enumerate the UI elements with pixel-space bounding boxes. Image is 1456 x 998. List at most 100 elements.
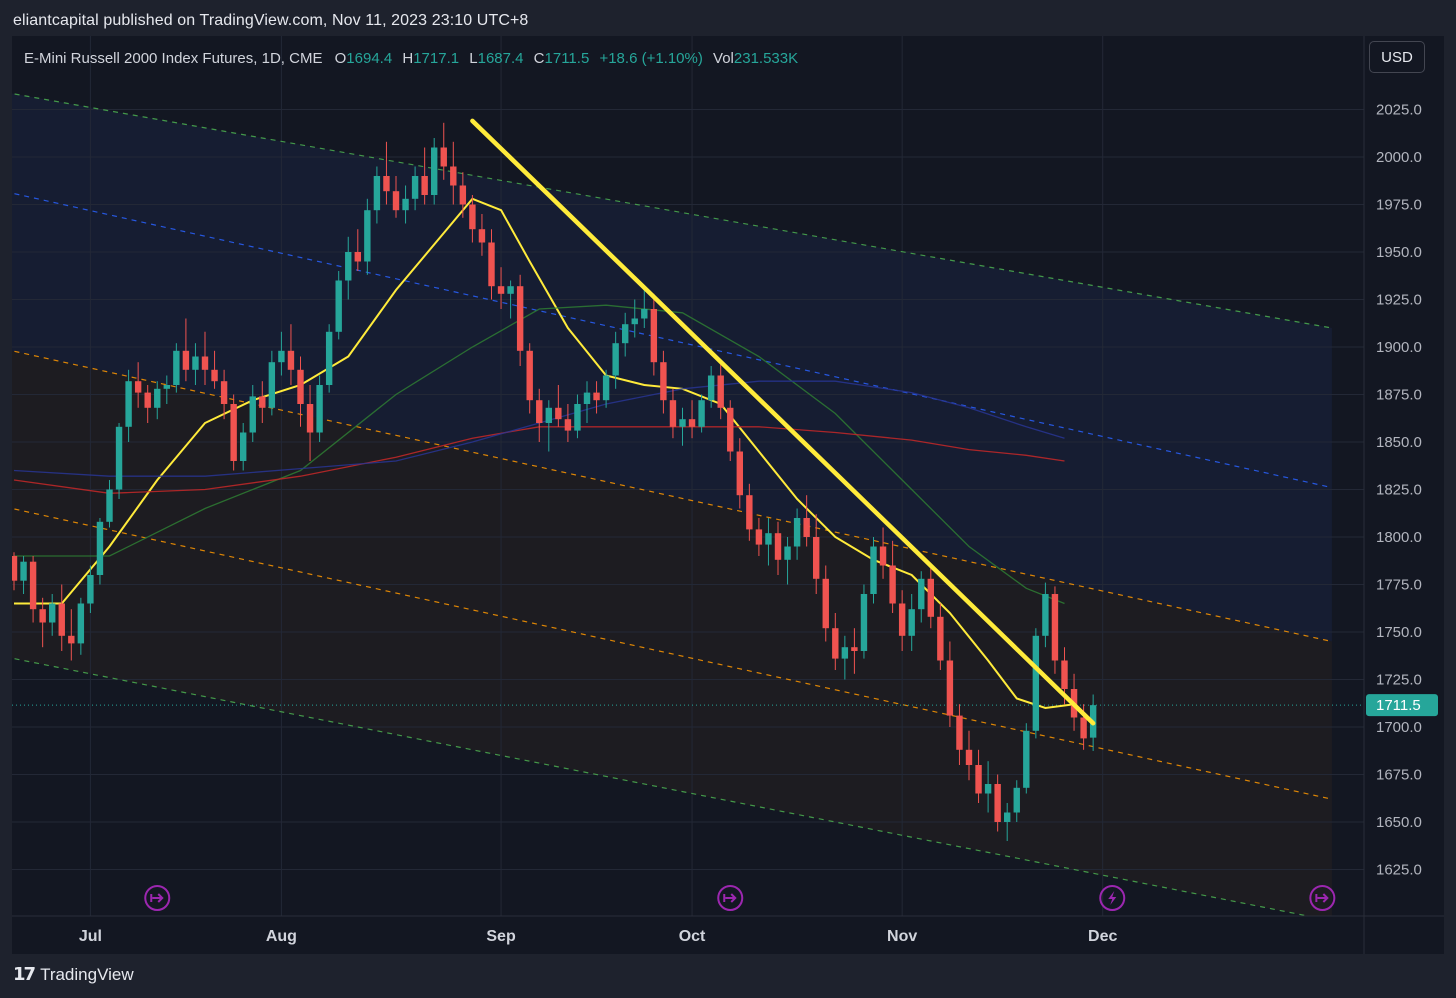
candle-body [641, 309, 648, 319]
candle [679, 407, 686, 446]
candle-body [220, 381, 228, 404]
candle-body [574, 404, 581, 431]
candle-body [755, 529, 763, 545]
candle-body [268, 362, 276, 408]
orange-channel-mid-line [12, 507, 1333, 800]
candle-body [746, 495, 753, 530]
candle-body [975, 765, 982, 794]
candle [574, 394, 581, 439]
candle [49, 594, 56, 636]
arrow-glyph [725, 893, 737, 903]
volume-label: Vol [713, 50, 734, 67]
candle [306, 385, 314, 461]
candle-body [287, 350, 295, 370]
high-value: 1717.1 [413, 50, 460, 67]
candle-body [1051, 594, 1059, 661]
candle [555, 385, 562, 427]
candle-body [431, 147, 438, 195]
candle [278, 331, 285, 376]
candle [707, 366, 715, 408]
candle [765, 518, 772, 566]
candle [220, 369, 228, 420]
candle [192, 343, 199, 385]
candle-body [545, 407, 552, 423]
time-tick-label: Dec [1088, 928, 1117, 945]
candle-body [602, 375, 610, 401]
time-tick-label: Jul [79, 928, 102, 945]
candle-body [87, 575, 94, 604]
candle [335, 271, 342, 340]
candle-body [373, 176, 381, 211]
candle-body [144, 392, 151, 408]
candle [602, 369, 610, 408]
candle-body [860, 594, 868, 651]
candle-body [946, 660, 954, 716]
high-label: H [402, 50, 414, 67]
time-tick-label: Nov [887, 928, 917, 945]
candle-body [631, 318, 638, 325]
open-value: 1694.4 [346, 50, 393, 67]
change-value: +18.6 (+1.10%) [599, 50, 703, 67]
candle [259, 381, 266, 423]
forward-arrow-icon[interactable] [717, 885, 744, 911]
green-channel-lower-line [12, 657, 1311, 916]
candle-body [230, 404, 237, 461]
candle-body [908, 609, 915, 636]
symbol-name: E-Mini Russell 2000 Index Futures, 1D, C… [24, 50, 323, 67]
chart-frame[interactable]: 1625.0 1650.0 1675.0 1700.0 1725.0 1750.0 1775… [12, 36, 1444, 954]
open-label: O [334, 50, 347, 67]
candle [459, 172, 467, 218]
chart-canvas[interactable]: 1625.0 1650.0 1675.0 1700.0 1725.0 1750.0 1775… [12, 36, 1444, 954]
candle-body [832, 628, 839, 659]
price-tick-label: 2000.0 [1376, 149, 1422, 166]
candle [755, 518, 763, 556]
candle [803, 495, 810, 547]
forward-arrow-icon[interactable] [1309, 885, 1336, 911]
candle [727, 400, 734, 461]
symbol-legend: E-Mini Russell 2000 Index Futures, 1D, C… [24, 50, 804, 67]
candle [431, 138, 438, 205]
candle [784, 537, 791, 585]
candle [746, 483, 753, 541]
last-price-tag-bg [1366, 694, 1438, 717]
candle-body [889, 565, 896, 604]
tradingview-logo[interactable]: 17 TradingView [13, 964, 134, 985]
candle [87, 565, 94, 613]
candle [12, 552, 18, 591]
candle [583, 381, 591, 423]
candle [841, 635, 849, 680]
candle-body [49, 603, 56, 623]
candle-body [411, 176, 419, 199]
candle [421, 147, 428, 205]
candle-body [555, 407, 562, 420]
candle-body [29, 561, 37, 610]
candle-body [163, 385, 170, 389]
candle [860, 584, 868, 659]
candle [240, 423, 247, 471]
candle [593, 381, 600, 414]
candle [1032, 628, 1040, 739]
candle [908, 594, 915, 651]
candle [182, 318, 190, 382]
currency-button[interactable]: USD [1369, 41, 1425, 73]
price-tick-label: 1625.0 [1376, 862, 1422, 879]
candle-body [736, 451, 743, 496]
candle-body [364, 210, 371, 262]
candle [469, 195, 476, 243]
candle-body [154, 388, 161, 408]
price-tick-label: 1675.0 [1376, 767, 1422, 784]
candle [450, 141, 457, 205]
candle-body [20, 561, 27, 581]
descending-trendline [470, 118, 1096, 726]
candle-body [12, 556, 18, 581]
candle [688, 400, 696, 439]
candle-body [898, 603, 906, 636]
candle-body [784, 546, 791, 560]
price-tick-label: 1975.0 [1376, 197, 1422, 214]
lightning-icon[interactable] [1099, 885, 1126, 911]
forward-arrow-icon[interactable] [144, 885, 171, 911]
low-label: L [469, 50, 478, 67]
candle [268, 350, 276, 416]
event-icon-ring [1309, 885, 1336, 911]
footer-bar [0, 954, 1456, 998]
